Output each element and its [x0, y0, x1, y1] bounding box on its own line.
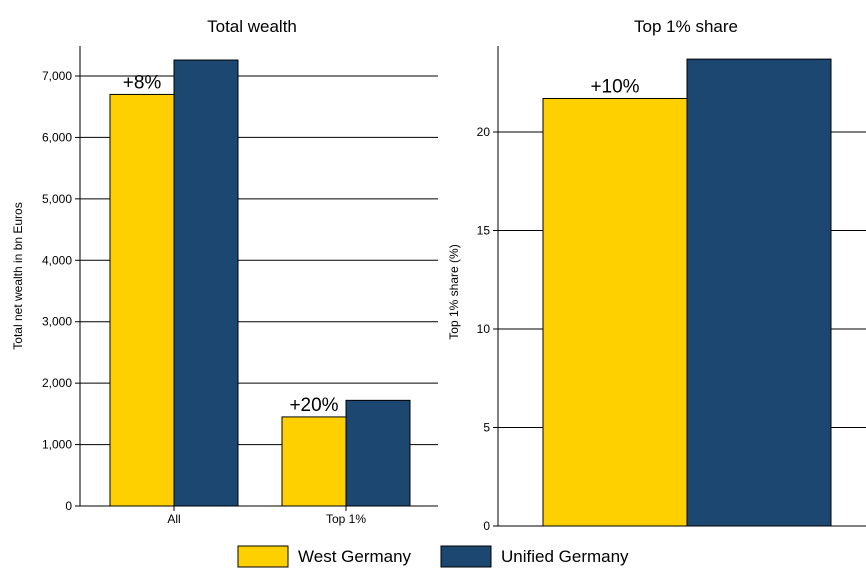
y-tick-label: 6,000	[42, 130, 72, 144]
x-tick-label: Top 1%	[326, 512, 366, 526]
x-tick-label: All	[167, 512, 180, 526]
panel-total-wealth: Total wealth Total net wealth in bn Euro…	[11, 17, 438, 526]
panel-top1-share: Top 1% share Top 1% share (%) 0 5 10 15 20 +…	[447, 17, 866, 533]
y-tick-label: 10	[477, 322, 491, 336]
bar-west-germany	[109, 93, 175, 507]
panel-title: Total wealth	[207, 17, 297, 36]
y-tick-label: 3,000	[42, 315, 72, 329]
change-annotation: +10%	[590, 77, 639, 98]
legend-label-west-germany: West Germany	[298, 547, 412, 566]
change-annotation: +8%	[123, 72, 162, 93]
legend: West Germany Unified Germany	[237, 545, 629, 568]
legend-swatch-unified-germany	[440, 545, 492, 568]
legend-label-unified-germany: Unified Germany	[501, 547, 629, 566]
y-axis-label: Top 1% share (%)	[447, 244, 461, 339]
y-tick-label: 5	[483, 421, 490, 435]
y-tick-label: 0	[65, 499, 72, 513]
y-tick-label: 15	[477, 224, 491, 238]
y-axis-label: Total net wealth in bn Euros	[11, 202, 25, 349]
bar-west-germany	[281, 416, 347, 507]
y-tick-label: 1,000	[42, 438, 72, 452]
legend-swatch-west-germany	[237, 545, 289, 568]
bar-unified-germany	[173, 59, 239, 507]
y-tick-label: 7,000	[42, 69, 72, 83]
y-tick-label: 4,000	[42, 253, 72, 267]
y-tick-label: 20	[477, 125, 491, 139]
y-tick-label: 5,000	[42, 192, 72, 206]
bar-unified-germany	[345, 399, 411, 507]
panel-title: Top 1% share	[634, 17, 738, 36]
bar-west-germany	[542, 98, 688, 527]
y-tick-label: 0	[483, 519, 490, 533]
y-tick-label: 2,000	[42, 376, 72, 390]
change-annotation: +20%	[289, 395, 338, 416]
bar-unified-germany	[686, 58, 832, 527]
